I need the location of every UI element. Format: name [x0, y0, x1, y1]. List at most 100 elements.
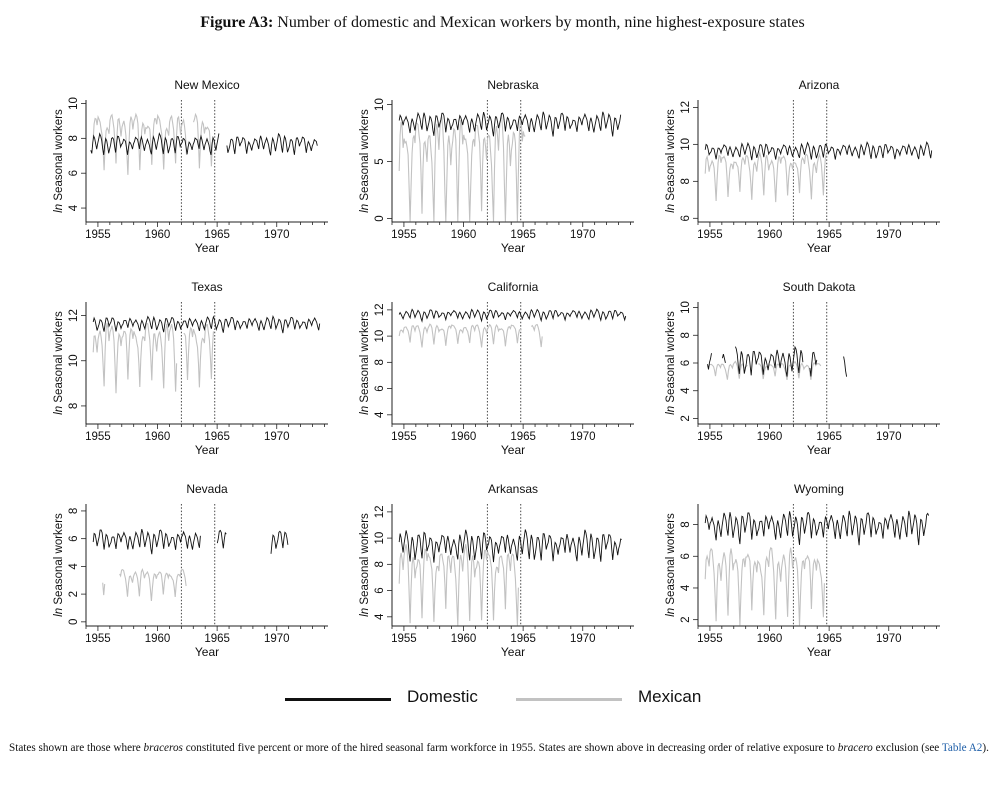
x-tick-label: 1960 [757, 633, 783, 645]
x-axis-label: Year [807, 241, 831, 255]
panel-title: Nebraska [487, 78, 539, 92]
figure-note: States shown are those where braceros co… [9, 741, 994, 756]
x-tick-label: 1965 [510, 633, 536, 645]
y-tick-label: 6 [374, 385, 386, 391]
series-line-domestic [398, 308, 627, 323]
x-tick-label: 1965 [510, 431, 536, 443]
y-tick-label: 8 [374, 561, 386, 567]
note-em-2: bracero [837, 742, 873, 754]
y-axis-label: ln Seasonal workers [359, 513, 371, 617]
y-tick-label: 6 [68, 535, 80, 541]
y-axis-label: ln Seasonal workers [53, 513, 65, 617]
x-tick-label: 1970 [264, 431, 290, 443]
legend-swatch-mexican [516, 698, 622, 701]
table-a2-link[interactable]: Table A2 [941, 742, 983, 754]
x-tick-label: 1970 [570, 431, 596, 443]
series-line-domestic [92, 528, 289, 555]
y-axis-label-text: Seasonal workers [665, 109, 677, 201]
x-axis-label: Year [501, 443, 525, 457]
y-axis-label-text: Seasonal workers [53, 311, 65, 403]
x-tick-label: 1955 [697, 229, 723, 241]
y-axis-label: ln Seasonal workers [53, 311, 65, 415]
x-tick-label: 1970 [876, 633, 902, 645]
y-tick-label: 5 [374, 158, 386, 164]
x-tick-label: 1970 [264, 633, 290, 645]
y-tick-label: 12 [374, 505, 386, 518]
series-line-domestic [92, 314, 321, 334]
y-axis-label-prefix: ln [359, 403, 371, 415]
panel-california: California 1955 1960 1965 1970 Year 4 6 8 10 12ln … [359, 280, 634, 457]
x-tick-label: 1960 [145, 229, 171, 241]
series-line-domestic [704, 510, 930, 546]
x-tick-label: 1965 [204, 431, 230, 443]
y-tick-label: 6 [680, 215, 692, 221]
y-tick-label: 4 [374, 411, 386, 418]
y-axis-label-prefix: ln [53, 201, 65, 213]
x-tick-label: 1960 [145, 633, 171, 645]
y-tick-label: 10 [68, 97, 80, 110]
x-tick-label: 1960 [757, 431, 783, 443]
legend-label-mexican: Mexican [638, 687, 702, 706]
x-axis-label: Year [501, 645, 525, 659]
panel-title: Arizona [799, 78, 840, 92]
series-line-mexican [398, 544, 519, 626]
x-tick-label: 1970 [570, 633, 596, 645]
y-axis-label: ln Seasonal workers [359, 311, 371, 415]
note-em-1: braceros [143, 742, 183, 754]
panel-title: South Dakota [783, 280, 856, 294]
x-tick-label: 1960 [757, 229, 783, 241]
series-line-mexican [704, 151, 827, 203]
y-tick-label: 6 [374, 587, 386, 593]
x-tick-label: 1970 [264, 229, 290, 241]
y-tick-label: 10 [680, 138, 692, 151]
y-tick-label: 12 [374, 303, 386, 316]
panel-title: New Mexico [174, 78, 240, 92]
x-tick-label: 1955 [85, 229, 111, 241]
y-axis-label-text: Seasonal workers [359, 311, 371, 403]
y-tick-label: 10 [374, 532, 386, 545]
panel-title: Wyoming [794, 482, 844, 496]
y-tick-label: 2 [680, 616, 692, 622]
x-axis-label: Year [807, 645, 831, 659]
x-tick-label: 1955 [85, 633, 111, 645]
y-axis-label-prefix: ln [359, 201, 371, 213]
legend: Domestic Mexican [0, 686, 1005, 714]
x-tick-label: 1965 [816, 431, 842, 443]
note-text-2: constituted five percent or more of the … [182, 742, 838, 754]
figure-title-text: Number of domestic and Mexican workers b… [277, 14, 805, 31]
legend-swatch-domestic [285, 698, 391, 701]
legend-label-domestic: Domestic [407, 687, 478, 706]
y-axis-label-prefix: ln [665, 403, 677, 415]
series-line-mexican [92, 322, 215, 394]
y-tick-label: 8 [374, 359, 386, 365]
x-tick-label: 1960 [451, 229, 477, 241]
series-line-domestic [398, 529, 622, 563]
x-axis-label: Year [195, 241, 219, 255]
y-tick-label: 6 [680, 360, 692, 366]
y-axis-label-prefix: ln [53, 403, 65, 415]
y-tick-label: 8 [68, 135, 80, 141]
y-tick-label: 4 [680, 584, 692, 591]
note-text-1: States shown are those where [9, 742, 144, 754]
series-line-domestic [707, 345, 848, 377]
x-tick-label: 1960 [145, 431, 171, 443]
x-axis-label: Year [195, 645, 219, 659]
series-line-mexican [704, 547, 825, 626]
y-tick-label: 8 [68, 508, 80, 514]
series-line-mexican [102, 567, 187, 602]
x-axis-label: Year [195, 443, 219, 457]
y-axis-label-text: Seasonal workers [665, 513, 677, 605]
y-axis-label-prefix: ln [665, 201, 677, 213]
y-axis-label: ln Seasonal workers [53, 109, 65, 213]
y-tick-label: 2 [68, 591, 80, 597]
panel-title: Arkansas [488, 482, 538, 496]
panel-title: Nevada [186, 482, 228, 496]
note-text-3: exclusion (see [872, 742, 942, 754]
series-line-mexican [398, 323, 543, 348]
